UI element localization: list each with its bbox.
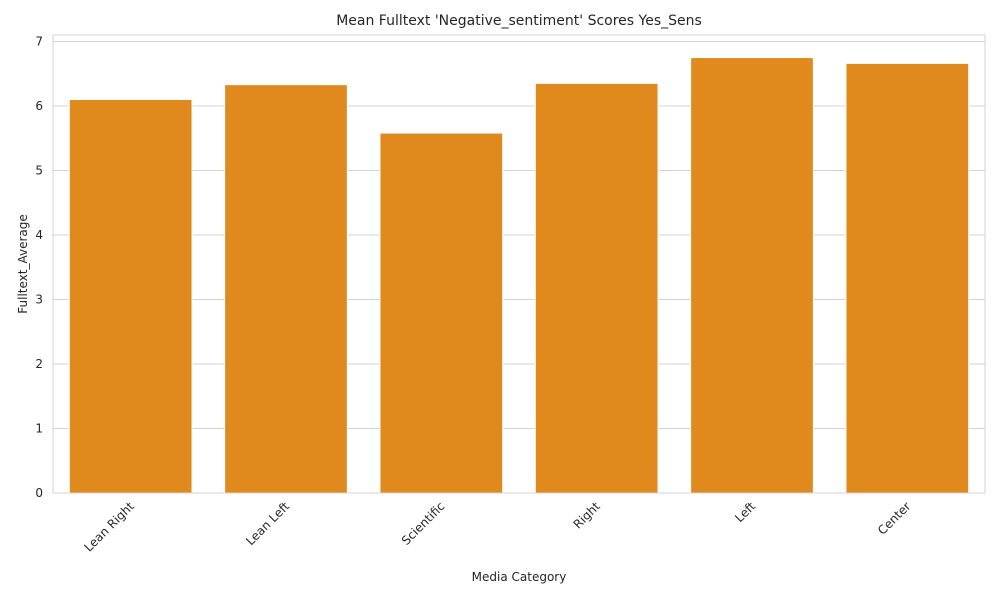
plot-frame (52, 34, 986, 494)
plot-background (53, 35, 985, 493)
chart-title: Mean Fulltext 'Negative_sentiment' Score… (336, 13, 702, 29)
x-tick-label: Center (875, 499, 914, 538)
x-tick-label: Right (571, 499, 603, 531)
x-tick-label: Lean Right (81, 499, 137, 555)
bars (68, 57, 970, 494)
x-axis-label: Media Category (472, 570, 567, 584)
y-tick-label: 0 (35, 486, 43, 500)
y-tick-label: 1 (35, 421, 43, 435)
gridlines (53, 40, 985, 494)
x-tick-label: Lean Left (243, 499, 292, 548)
y-tick-labels: 0 1 2 3 4 5 6 7 (35, 34, 43, 500)
y-tick-label: 3 (35, 292, 43, 306)
y-tick-label: 6 (35, 99, 43, 113)
bar-lean-right (68, 99, 193, 494)
bar-scientific (379, 132, 504, 494)
y-tick-label: 7 (35, 34, 43, 48)
bar-right (534, 82, 659, 494)
y-tick-label: 2 (35, 357, 43, 371)
y-tick-label: 5 (35, 163, 43, 177)
x-tick-label: Scientific (399, 499, 448, 548)
bar-left (690, 57, 814, 494)
x-tick-label: Left (732, 499, 758, 525)
y-axis-label: Fulltext_Average (16, 214, 30, 313)
y-tick-label: 4 (35, 228, 43, 242)
bar-center (845, 62, 970, 494)
x-tick-labels: Lean Right Lean Left Scientific Right Left Ce… (81, 499, 913, 555)
bar-lean-left (224, 84, 348, 494)
